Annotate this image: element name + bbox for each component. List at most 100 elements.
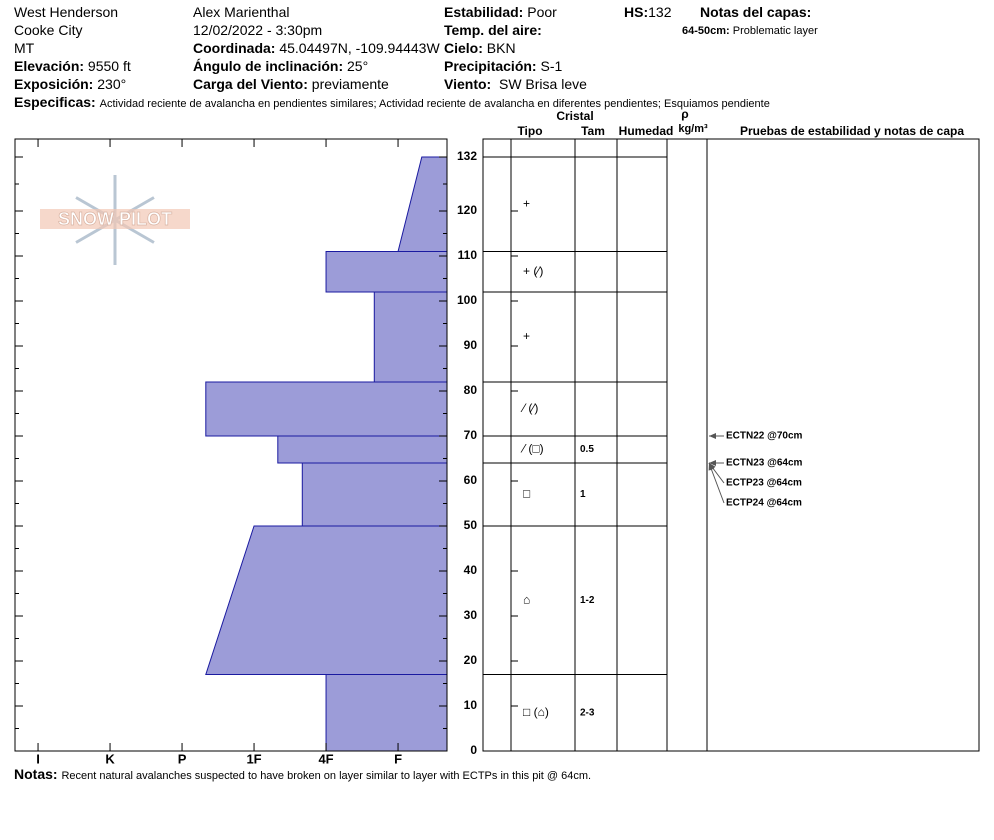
- location: MT: [14, 40, 35, 56]
- x-tick-label: 1F: [246, 751, 261, 766]
- x-tick-label: K: [105, 751, 115, 766]
- test-arrowhead: [709, 460, 716, 466]
- x-tick-label: F: [394, 751, 402, 766]
- hardness-layer: [325, 674, 448, 752]
- grain-type: +: [523, 196, 530, 210]
- grain-size: 2-3: [580, 707, 595, 718]
- observer: Alex Marienthal: [193, 4, 290, 20]
- grain-type: ⁄ (□): [520, 442, 544, 456]
- test-label: ECTP24 @64cm: [726, 498, 802, 509]
- field-label: Elevación:: [14, 58, 85, 74]
- grain-size: 0.5: [580, 444, 594, 455]
- y-tick-label: 80: [464, 383, 478, 397]
- layer-note-label: 64-50cm:: [682, 25, 730, 37]
- y-tick-label: 132: [457, 149, 477, 163]
- field-label: Exposición:: [14, 76, 94, 92]
- y-tick-label: 70: [464, 428, 478, 442]
- grain-size: 1: [580, 489, 586, 500]
- column-header: Pruebas de estabilidad y notas de capa: [740, 124, 964, 138]
- test-arrowhead: [709, 433, 716, 439]
- field: Carga del Viento: previamente: [193, 76, 389, 92]
- field: Temp. del aire:: [444, 22, 542, 38]
- field: Viento: SW Brisa leve: [444, 76, 587, 92]
- grain-type: □: [523, 487, 530, 501]
- y-tick-label: 110: [458, 248, 478, 262]
- field-value: 25°: [347, 58, 369, 74]
- column-header: Tipo: [517, 124, 542, 138]
- field: Cielo: BKN: [444, 40, 516, 56]
- field-label: Ángulo de inclinación:: [193, 58, 344, 74]
- field: HS:132: [624, 4, 671, 20]
- field-label: Coordinada:: [193, 40, 276, 56]
- x-tick-label: I: [36, 751, 40, 766]
- field: Elevación: 9550 ft: [14, 58, 131, 74]
- x-tick-label: 4F: [318, 751, 333, 766]
- grain-type: □ (⌂): [523, 705, 549, 719]
- hardness-layer: [397, 156, 448, 252]
- specifics: Especificas: Actividad reciente de avala…: [14, 94, 770, 112]
- field-value: 9550 ft: [87, 58, 131, 74]
- field-value: S-1: [540, 58, 563, 74]
- logo-band: [40, 209, 190, 229]
- y-tick-label: 60: [464, 473, 478, 487]
- field-label: Precipitación:: [444, 58, 537, 74]
- notes: Notas: Recent natural avalanches suspect…: [14, 766, 591, 784]
- layer-note-value: Problematic layer: [732, 25, 818, 37]
- column-header: Humedad: [619, 124, 674, 138]
- field: Exposición: 230°: [14, 76, 126, 92]
- grain-size: 1-2: [580, 595, 595, 606]
- hardness-layer: [373, 291, 448, 383]
- field-value: 230°: [97, 76, 127, 92]
- column-header: ρ: [681, 107, 688, 121]
- grain-type: ⌂: [523, 592, 530, 606]
- field: Estabilidad: Poor: [444, 4, 557, 20]
- hardness-layer: [301, 462, 448, 527]
- field-value: previamente: [311, 76, 389, 92]
- y-tick-label: 40: [464, 563, 478, 577]
- hardness-layer: [205, 525, 448, 675]
- specifics-value: Actividad reciente de avalancha en pendi…: [99, 98, 770, 110]
- field: Ángulo de inclinación: 25°: [193, 58, 368, 74]
- field-value: BKN: [486, 40, 516, 56]
- specifics-label: Especificas:: [14, 94, 96, 110]
- y-tick-label: 50: [464, 518, 478, 532]
- y-tick-label: 0: [470, 743, 477, 757]
- y-tick-label: 100: [457, 293, 477, 307]
- field-value: 45.04497N, -109.94443W: [279, 40, 440, 56]
- test-arrow: [708, 462, 725, 504]
- field-label: HS:: [624, 4, 649, 20]
- notes-label: Notas:: [14, 766, 58, 782]
- field-value: 132: [648, 4, 672, 20]
- field-value: SW Brisa leve: [498, 76, 587, 92]
- plot-frame: [14, 138, 448, 752]
- test-arrowhead: [708, 463, 715, 471]
- test-label: ECTP23 @64cm: [726, 478, 802, 489]
- location: Cooke City: [14, 22, 83, 38]
- layer-notes-title: Notas del capas:: [700, 4, 811, 20]
- hardness-layer: [325, 251, 448, 293]
- test-label: ECTN22 @70cm: [726, 431, 803, 442]
- field-label: Estabilidad:: [444, 4, 524, 20]
- field: Coordinada: 45.04497N, -109.94443W: [193, 40, 440, 56]
- layer-notes-title: Notas del capas:: [700, 4, 812, 20]
- logo-text: SNOW PILOT: [58, 209, 172, 229]
- datetime: 12/02/2022 - 3:30pm: [193, 22, 323, 38]
- column-header: Cristal: [556, 109, 593, 123]
- notes-value: Recent natural avalanches suspected to h…: [61, 770, 592, 782]
- grain-type: +: [523, 329, 530, 343]
- hardness-layer: [205, 381, 448, 437]
- test-label: ECTN23 @64cm: [726, 458, 803, 469]
- table-frame: [482, 138, 980, 752]
- field-label: Temp. del aire:: [444, 22, 542, 38]
- column-header: kg/m³: [678, 123, 708, 135]
- grain-type: ⁄ (⁄): [520, 401, 538, 415]
- field-label: Cielo:: [444, 40, 483, 56]
- hardness-layer: [277, 435, 448, 464]
- column-header: Tam: [581, 124, 605, 138]
- x-tick-label: P: [178, 751, 187, 766]
- location: West Henderson: [14, 4, 119, 20]
- y-tick-label: 10: [464, 698, 478, 712]
- grain-type: + (⁄): [523, 264, 543, 278]
